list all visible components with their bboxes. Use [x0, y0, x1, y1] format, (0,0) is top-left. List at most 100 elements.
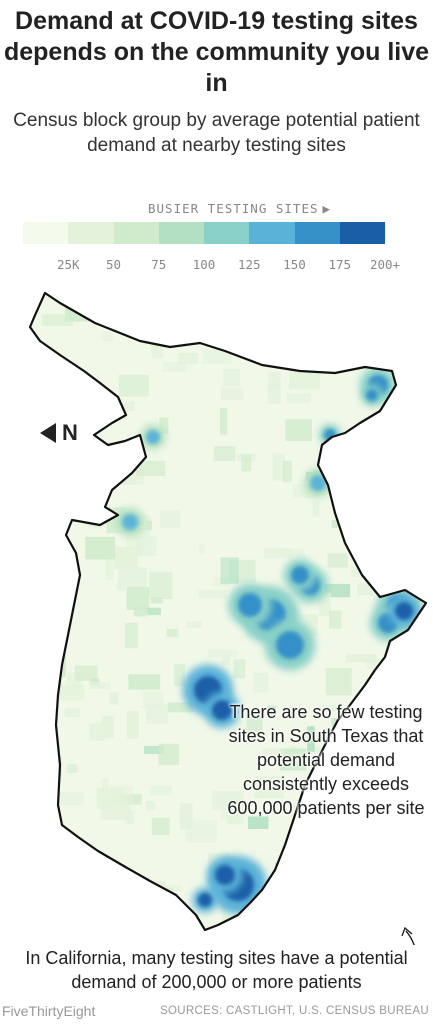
demand-patch: [39, 595, 54, 623]
demand-patch: [403, 533, 426, 550]
demand-patch: [109, 692, 119, 705]
demand-patch: [147, 607, 161, 616]
texas-callout-arrowhead: [401, 926, 413, 937]
demand-patch: [151, 817, 170, 836]
legend-heading-text: BUSIER TESTING SITES: [148, 201, 319, 216]
demand-patch: [52, 791, 84, 805]
demand-patch: [309, 348, 317, 374]
demand-patch: [369, 854, 386, 864]
demand-patch: [366, 659, 380, 669]
demand-patch: [167, 702, 193, 713]
demand-patch: [77, 503, 86, 515]
legend-swatch: [158, 222, 204, 244]
demand-patch: [411, 924, 424, 930]
legend-tick: 200+: [369, 257, 401, 272]
demand-patch: [299, 850, 317, 865]
demand-patch: [145, 934, 151, 941]
legend-tick: 125: [237, 257, 261, 272]
legend-swatch: [113, 222, 159, 244]
hotspot-houston: [238, 593, 262, 617]
demand-patch: [246, 712, 263, 735]
hotspot-los-angeles: [198, 893, 212, 907]
demand-patch: [353, 925, 379, 930]
demand-patch: [379, 464, 387, 474]
demand-patch: [316, 318, 340, 327]
demand-patch: [145, 801, 156, 811]
demand-patch: [34, 512, 59, 520]
demand-patch: [36, 798, 54, 820]
texas-annotation: There are so few testing sites in South …: [227, 702, 425, 818]
demand-patch: [378, 447, 397, 454]
demand-patch: [400, 676, 410, 698]
demand-patch: [67, 764, 78, 773]
demand-patch: [55, 685, 85, 701]
demand-patch: [150, 597, 163, 604]
demand-patch: [283, 460, 292, 483]
demand-patch: [38, 638, 66, 664]
demand-patch: [109, 921, 133, 930]
demand-patch: [390, 642, 412, 670]
demand-patch: [262, 748, 284, 756]
demand-patch: [40, 603, 68, 614]
demand-patch: [389, 853, 417, 868]
demand-patch: [111, 921, 127, 930]
legend-tick: 175: [328, 257, 352, 272]
demand-patch: [30, 606, 48, 613]
legend-swatch: [23, 222, 69, 244]
demand-patch: [345, 653, 377, 663]
north-arrow-icon: [40, 423, 56, 443]
demand-patch: [108, 894, 130, 918]
demand-patch: [121, 876, 130, 887]
demand-patch: [165, 306, 179, 332]
demand-patch: [158, 743, 180, 766]
hotspot-san-francisco: [122, 514, 138, 530]
demand-patch: [233, 659, 246, 679]
demand-patch: [254, 776, 284, 799]
legend-heading: BUSIER TESTING SITES ▶: [148, 201, 331, 216]
demand-patch: [81, 468, 108, 493]
demand-patch: [329, 610, 342, 629]
demand-patch: [267, 383, 281, 405]
demand-patch: [85, 536, 116, 560]
sources-credit: SOURCES: CASTLIGHT, U.S. CENSUS BUREAU: [160, 1005, 429, 1017]
demand-patch: [202, 350, 232, 364]
demand-patch: [42, 314, 73, 326]
demand-patch: [402, 416, 420, 435]
brand-logo: FiveThirtyEight: [2, 1003, 96, 1019]
demand-patch: [126, 533, 139, 553]
us-landmass: [30, 293, 426, 930]
demand-patch: [118, 899, 134, 915]
hotspot-atlanta: [276, 631, 304, 659]
demand-patch: [321, 851, 345, 858]
demand-patch: [220, 557, 239, 585]
demand-patch: [135, 460, 166, 476]
us-outline: [28, 291, 428, 932]
demand-patch: [135, 925, 159, 930]
hotspot-south-texas: [395, 602, 413, 620]
demand-patch: [185, 819, 218, 844]
demand-patch: [124, 401, 135, 412]
demand-patch: [64, 707, 80, 718]
demand-patch: [325, 337, 342, 350]
demand-patch: [354, 918, 366, 928]
demand-patch: [282, 906, 297, 922]
hotspot-halo: [87, 506, 105, 524]
demand-patch: [152, 308, 184, 327]
demand-patch: [118, 567, 147, 587]
us-demand-map: [28, 291, 428, 945]
demand-patch: [409, 477, 418, 488]
demand-patch: [128, 674, 161, 690]
texas-callout-arrow: [405, 930, 415, 945]
demand-patch: [89, 682, 111, 689]
demand-patch: [100, 799, 131, 820]
demand-patch: [280, 896, 290, 916]
demand-patch: [222, 369, 241, 387]
demand-patch: [312, 499, 320, 517]
legend-tick: 100: [192, 257, 216, 272]
demand-patch: [133, 607, 148, 617]
demand-hotspots: [87, 367, 421, 914]
demand-patch: [32, 525, 54, 541]
demand-patch: [160, 509, 181, 529]
demand-patch: [198, 543, 205, 554]
north-indicator: N: [40, 420, 78, 446]
